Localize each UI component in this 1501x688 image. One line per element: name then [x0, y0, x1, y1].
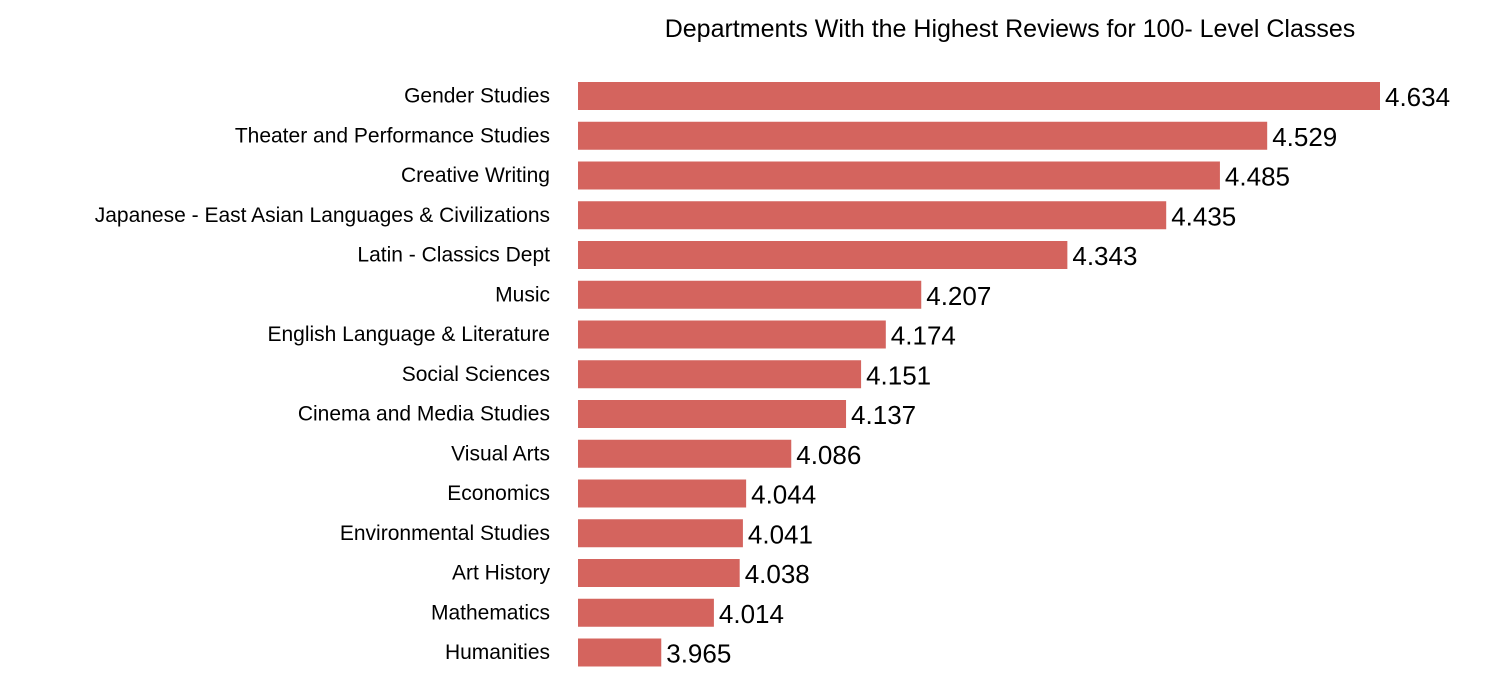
bar: [578, 559, 740, 587]
bar: [578, 598, 714, 627]
category-label: Latin - Classics Dept: [357, 244, 550, 267]
chart-title: Departments With the Highest Reviews for…: [664, 15, 1356, 43]
bar: [578, 479, 747, 508]
category-label: Environmental Studies: [340, 522, 550, 545]
bars: [578, 82, 1380, 667]
category-label: Gender Studies: [404, 85, 550, 108]
bar: [578, 201, 1167, 230]
bar: [578, 280, 922, 309]
category-label: Visual Arts: [451, 442, 550, 465]
value-label: 4.151: [866, 360, 931, 390]
bar: [578, 400, 847, 428]
value-label: 4.634: [1385, 82, 1450, 112]
category-label: Art History: [452, 562, 551, 585]
bar: [578, 638, 662, 667]
bar: [578, 320, 886, 349]
category-label: Theater and Performance Studies: [235, 124, 550, 147]
value-label: 4.038: [745, 559, 810, 589]
bar: [578, 241, 1068, 269]
value-labels: 4.634 4.529 4.485 4.435 4.343 4.207 4.174 4.151…: [666, 82, 1450, 669]
bar: [578, 439, 792, 468]
category-label: Humanities: [445, 641, 550, 664]
value-label: 4.435: [1171, 201, 1236, 231]
category-labels: Gender Studies Theater and Performance St…: [95, 85, 551, 665]
bar: [578, 161, 1220, 190]
value-label: 4.086: [796, 440, 861, 470]
value-label: 4.044: [751, 480, 816, 510]
category-label: English Language & Literature: [267, 323, 550, 346]
value-label: 4.014: [719, 599, 784, 629]
value-label: 4.137: [851, 400, 916, 430]
bar: [578, 519, 743, 548]
category-label: Cinema and Media Studies: [298, 403, 550, 426]
value-label: 4.174: [891, 321, 956, 351]
category-label: Music: [495, 283, 550, 306]
category-label: Mathematics: [431, 601, 550, 624]
value-label: 4.343: [1072, 241, 1137, 271]
category-label: Creative Writing: [401, 164, 550, 187]
bar: [578, 121, 1268, 150]
value-label: 4.041: [748, 519, 813, 549]
value-label: 4.207: [926, 281, 991, 311]
category-label: Economics: [447, 482, 550, 505]
value-label: 3.965: [666, 639, 731, 669]
value-label: 4.485: [1225, 162, 1290, 192]
category-label: Japanese - East Asian Languages & Civili…: [95, 204, 550, 227]
category-label: Social Sciences: [402, 363, 550, 386]
value-label: 4.529: [1272, 122, 1337, 152]
bar: [578, 360, 862, 389]
bar: [578, 82, 1380, 110]
